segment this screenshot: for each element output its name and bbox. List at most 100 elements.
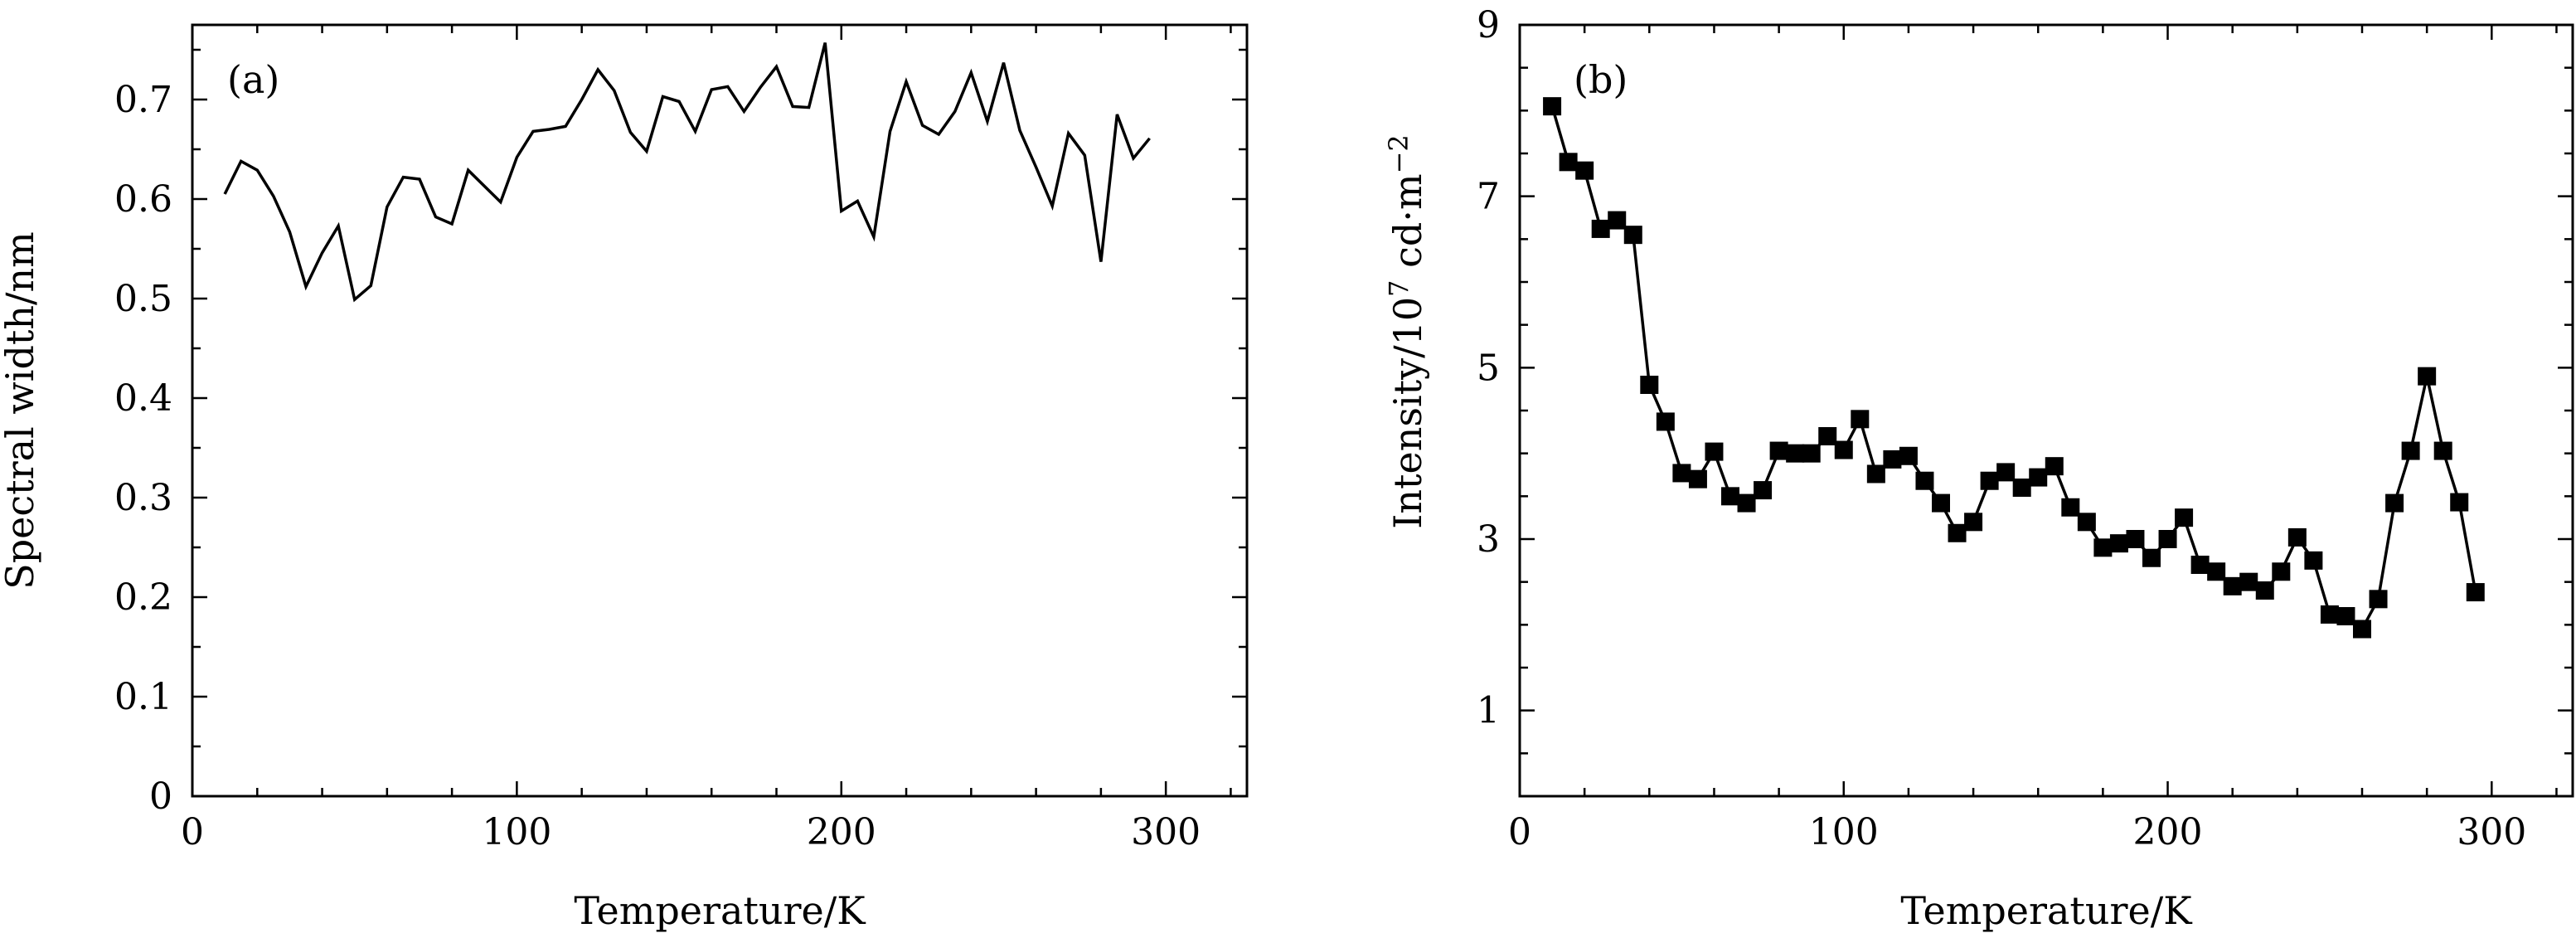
panel-b-data-point bbox=[1932, 493, 1950, 513]
panel-a-y-tick-label: 0.4 bbox=[114, 377, 172, 420]
panel-b-data-point bbox=[2093, 538, 2113, 557]
panel-a-y-tick-label: 0.1 bbox=[114, 676, 172, 718]
panel-b-data-point bbox=[1543, 97, 1562, 116]
panel-b-y-tick-label: 9 bbox=[1477, 4, 1500, 46]
panel-b-data-point bbox=[1980, 471, 1999, 490]
panel-b-data-point bbox=[2190, 556, 2210, 574]
panel-b-data-point bbox=[1608, 211, 1627, 230]
panel-b-data-point bbox=[2077, 513, 2096, 532]
panel-b-data-point bbox=[2045, 457, 2064, 476]
panel-b-data-point bbox=[1851, 410, 1870, 429]
panel-a-series-line bbox=[223, 42, 1151, 303]
panel-b-data-point bbox=[1964, 513, 1983, 532]
panel-b-y-tick-label: 7 bbox=[1477, 176, 1500, 218]
panel-a-x-tick-label: 300 bbox=[1131, 811, 1201, 853]
panel-a-series bbox=[223, 42, 1151, 303]
panel-b-data-point bbox=[2320, 605, 2339, 624]
panel-b-data-point bbox=[2142, 548, 2161, 567]
panel-b-y-label-unit-exponent: −2 bbox=[1383, 134, 1414, 173]
panel-b-data-point bbox=[1915, 471, 1934, 490]
panel-b-data-point bbox=[2272, 562, 2291, 581]
panel-b-data-point bbox=[1688, 469, 1707, 488]
panel-a-y-tick-label: 0.6 bbox=[114, 178, 172, 221]
chart-panel-a: 0 100 200 300 0 0.1 0.2 0.3 0.4 0.5 0.6 0.7 (a) Tem… bbox=[0, 23, 1249, 933]
panel-b-data-point bbox=[1640, 376, 1659, 394]
panel-b-data-point bbox=[2418, 367, 2437, 386]
panel-a-label: (a) bbox=[227, 57, 279, 102]
panel-b-data-point bbox=[1834, 440, 1853, 459]
panel-b-data-point bbox=[1591, 219, 1610, 238]
panel-a-x-tick-label: 0 bbox=[181, 811, 204, 853]
panel-a-ticks bbox=[191, 25, 1247, 798]
panel-b-label: (b) bbox=[1574, 57, 1628, 102]
panel-b-data-point bbox=[1737, 493, 1756, 513]
panel-b-y-tick-label: 1 bbox=[1477, 690, 1500, 732]
panel-b-data-point bbox=[1786, 444, 1805, 463]
panel-b-data-point bbox=[1866, 464, 1885, 484]
panel-b-data-point bbox=[2207, 562, 2226, 581]
panel-a-frame bbox=[191, 23, 1249, 798]
panel-b-y-label-exponent: 7 bbox=[1383, 279, 1414, 296]
panel-b-data-point bbox=[1705, 442, 1724, 461]
panel-b-data-point bbox=[1721, 487, 1739, 506]
panel-a-y-tick-label: 0.3 bbox=[114, 477, 172, 519]
panel-b-data-point bbox=[2061, 498, 2080, 517]
panel-b-data-point bbox=[1818, 427, 1837, 445]
panel-b-data-point bbox=[2369, 590, 2388, 609]
panel-b-data-point bbox=[1575, 161, 1594, 180]
panel-b-y-tick-label: 5 bbox=[1477, 347, 1500, 389]
panel-b-y-tick-label: 3 bbox=[1477, 518, 1500, 561]
panel-b-data-point bbox=[2158, 530, 2177, 548]
panel-b-data-point bbox=[2126, 530, 2145, 548]
panel-b-data-point bbox=[2012, 479, 2031, 497]
panel-b-data-point bbox=[2109, 534, 2128, 553]
panel-a-x-tick-label: 100 bbox=[482, 811, 551, 853]
chart-panel-b: 0 100 200 300 1 3 5 7 9 (b) Temperature/K Intens… bbox=[1383, 4, 2574, 933]
panel-b-tick-labels: 0 100 200 300 1 3 5 7 9 bbox=[1477, 4, 2526, 853]
panel-b-y-axis-label: Intensity/107 cd·m−2 bbox=[1383, 134, 1430, 529]
panel-b-data-point bbox=[2239, 572, 2258, 591]
panel-b-data-point bbox=[1802, 444, 1821, 463]
panel-b-data-point bbox=[2255, 581, 2274, 600]
panel-b-x-tick-label: 200 bbox=[2133, 811, 2203, 853]
panel-b-data-point bbox=[1948, 523, 1967, 542]
panel-b-data-point bbox=[2287, 527, 2307, 547]
panel-b-data-point bbox=[2450, 493, 2469, 512]
panel-b-y-label-base: Intensity/10 bbox=[1385, 297, 1430, 529]
panel-a-y-tick-label: 0.2 bbox=[114, 576, 172, 619]
panel-b-x-tick-label: 100 bbox=[1809, 811, 1879, 853]
panel-b-x-tick-label: 300 bbox=[2457, 811, 2526, 853]
panel-b-data-point bbox=[1769, 441, 1788, 460]
panel-b-y-label-unit: cd·m bbox=[1385, 173, 1430, 279]
panel-b-data-point bbox=[2433, 441, 2452, 460]
panel-b-data-point bbox=[1883, 450, 1902, 469]
panel-a-y-tick-label: 0.5 bbox=[114, 278, 172, 320]
panel-a-y-axis-label: Spectral width/nm bbox=[0, 231, 42, 590]
panel-b-data-point bbox=[1899, 446, 1918, 465]
panel-b-series-line bbox=[1550, 105, 2477, 632]
panel-b-data-point bbox=[2466, 583, 2485, 602]
panel-b-ticks bbox=[1518, 23, 2573, 798]
panel-b-data-point bbox=[1754, 481, 1773, 500]
panel-a-tick-labels: 0 100 200 300 0 0.1 0.2 0.3 0.4 0.5 0.6 0.7 bbox=[114, 79, 1201, 853]
panel-b-data-point bbox=[2353, 620, 2371, 639]
panel-b-data-point bbox=[2385, 493, 2404, 513]
panel-b-data-point bbox=[1672, 464, 1691, 483]
panel-b-series bbox=[1543, 97, 2485, 639]
panel-b-x-tick-label: 0 bbox=[1508, 811, 1531, 853]
panel-a-x-tick-label: 200 bbox=[807, 811, 876, 853]
panel-b-data-point bbox=[2029, 468, 2048, 487]
panel-b-data-point bbox=[1623, 226, 1642, 245]
panel-b-data-point bbox=[1996, 463, 2016, 482]
panel-a-y-tick-label: 0.7 bbox=[114, 79, 172, 121]
panel-b-x-axis-label: Temperature/K bbox=[1900, 888, 2193, 933]
panel-b-data-point bbox=[2223, 576, 2242, 595]
panel-b-data-point bbox=[2401, 441, 2420, 460]
panel-b-data-point bbox=[2304, 551, 2323, 570]
panel-b-data-point bbox=[2175, 508, 2194, 527]
panel-b-data-point bbox=[1656, 412, 1675, 431]
panel-b-frame bbox=[1518, 23, 2574, 798]
panel-a-x-axis-label: Temperature/K bbox=[574, 888, 866, 933]
panel-a-y-tick-label: 0 bbox=[149, 775, 172, 818]
